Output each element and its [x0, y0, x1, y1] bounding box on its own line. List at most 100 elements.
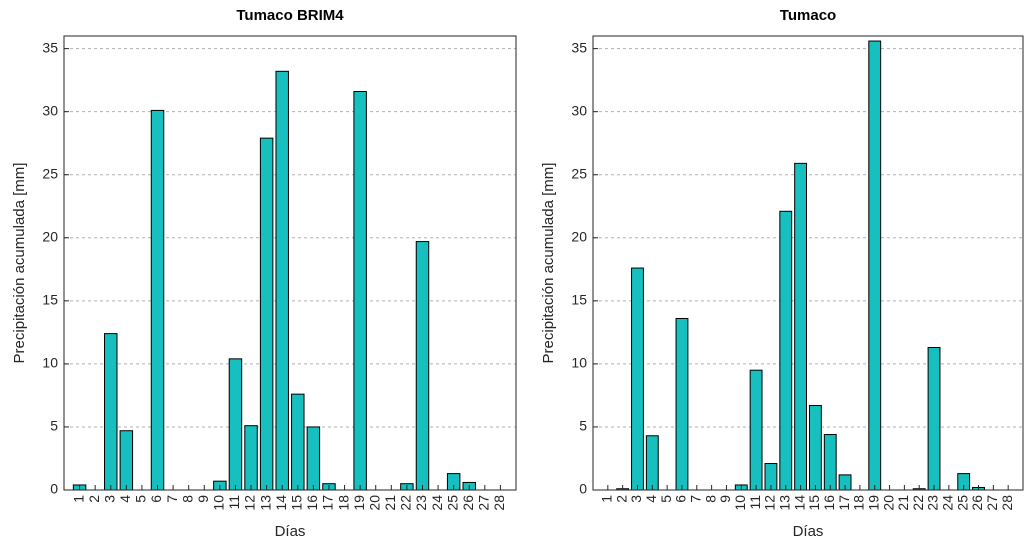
y-tick-label: 20: [571, 228, 587, 244]
bar: [306, 426, 321, 491]
bar: [808, 405, 822, 491]
y-tick-label: 35: [571, 39, 587, 55]
bar: [675, 317, 689, 491]
x-tick-label: 27: [984, 495, 1000, 511]
bar: [275, 70, 289, 491]
x-tick-label: 24: [429, 495, 445, 511]
x-tick-label: 21: [895, 495, 911, 511]
x-tick-label: 10: [732, 495, 748, 511]
x-tick-label: 26: [969, 495, 985, 511]
x-tick-label: 4: [117, 495, 133, 503]
x-tick-label: 7: [164, 495, 180, 503]
x-tick-label: 1: [599, 495, 615, 503]
bar: [794, 162, 808, 491]
x-tick-label: 27: [476, 495, 492, 511]
x-tick-label: 3: [101, 495, 117, 503]
x-tick-label: 9: [717, 495, 733, 503]
x-tick-label: 19: [351, 495, 367, 511]
x-tick-label: 17: [320, 495, 336, 511]
x-tick-label: 13: [776, 495, 792, 511]
x-tick-label: 8: [179, 495, 195, 503]
x-tick-label: 6: [148, 495, 164, 503]
y-tick-label: 35: [42, 39, 58, 55]
x-tick-label: 19: [865, 495, 881, 511]
x-axis-label: Días: [275, 523, 306, 540]
x-tick-label: 11: [747, 495, 763, 510]
x-tick-label: 13: [257, 495, 273, 511]
x-tick-label: 7: [687, 495, 703, 503]
x-tick-label: 18: [851, 495, 867, 511]
x-tick-label: 2: [613, 495, 629, 503]
x-tick-label: 12: [762, 495, 778, 511]
x-tick-label: 3: [628, 495, 644, 503]
y-axis-label: Precipitación acumulada [mm]: [11, 163, 28, 364]
bar: [927, 346, 941, 491]
axes-box: [592, 35, 1024, 491]
x-tick-label: 8: [702, 495, 718, 503]
x-tick-label: 11: [226, 495, 242, 510]
x-tick-label: 12: [242, 495, 258, 511]
x-tick-label: 15: [806, 495, 822, 511]
y-tick-label: 15: [571, 292, 587, 308]
x-tick-label: 17: [836, 495, 852, 511]
x-tick-label: 16: [304, 495, 320, 511]
bar: [104, 333, 118, 491]
bar: [150, 109, 165, 491]
x-tick-label: 14: [791, 495, 807, 511]
y-tick-label: 5: [50, 418, 58, 434]
bar: [631, 267, 644, 491]
x-tick-label: 20: [366, 495, 382, 511]
bar: [228, 358, 243, 491]
x-tick-label: 9: [195, 495, 211, 503]
x-tick-label: 24: [940, 495, 956, 511]
bar: [259, 137, 274, 491]
y-axis-label: Precipitación acumulada [mm]: [540, 163, 557, 364]
x-tick-label: 16: [821, 495, 837, 511]
bar: [645, 435, 659, 491]
x-tick-label: 22: [910, 495, 926, 511]
y-tick-label: 0: [579, 481, 587, 497]
x-tick-label: 23: [925, 495, 941, 511]
bar: [244, 425, 258, 491]
x-tick-label: 15: [288, 495, 304, 511]
x-tick-label: 1: [70, 495, 86, 503]
x-tick-label: 2: [86, 495, 102, 503]
chart-title: Tumaco BRIM4: [236, 7, 344, 24]
bar: [119, 430, 134, 491]
y-tick-label: 30: [571, 102, 587, 118]
y-tick-label: 25: [571, 165, 587, 181]
y-tick-label: 0: [50, 481, 58, 497]
bar: [749, 369, 763, 491]
x-tick-label: 25: [444, 495, 460, 511]
x-tick-label: 28: [999, 495, 1015, 511]
x-tick-label: 26: [460, 495, 476, 511]
bar: [779, 210, 793, 491]
y-tick-label: 5: [579, 418, 587, 434]
x-tick-label: 6: [673, 495, 689, 503]
x-tick-label: 18: [335, 495, 351, 511]
y-tick-label: 10: [571, 355, 587, 371]
bar: [415, 241, 430, 491]
x-tick-label: 10: [211, 495, 227, 511]
x-tick-label: 4: [643, 495, 659, 503]
bar: [291, 393, 305, 491]
chart-title: Tumaco: [780, 7, 836, 24]
y-tick-label: 15: [42, 292, 58, 308]
x-tick-label: 14: [273, 495, 289, 511]
bar: [823, 434, 837, 491]
x-tick-label: 22: [398, 495, 414, 511]
x-tick-label: 28: [491, 495, 507, 511]
x-tick-label: 25: [954, 495, 970, 511]
x-tick-label: 23: [413, 495, 429, 511]
y-tick-label: 30: [42, 102, 58, 118]
x-tick-label: 5: [658, 495, 674, 503]
axes-box: [63, 35, 517, 491]
x-tick-label: 20: [880, 495, 896, 511]
y-tick-label: 25: [42, 165, 58, 181]
y-tick-label: 20: [42, 228, 58, 244]
x-tick-label: 5: [133, 495, 149, 503]
y-tick-label: 10: [42, 355, 58, 371]
x-axis-label: Días: [793, 523, 824, 540]
bar: [353, 90, 367, 491]
